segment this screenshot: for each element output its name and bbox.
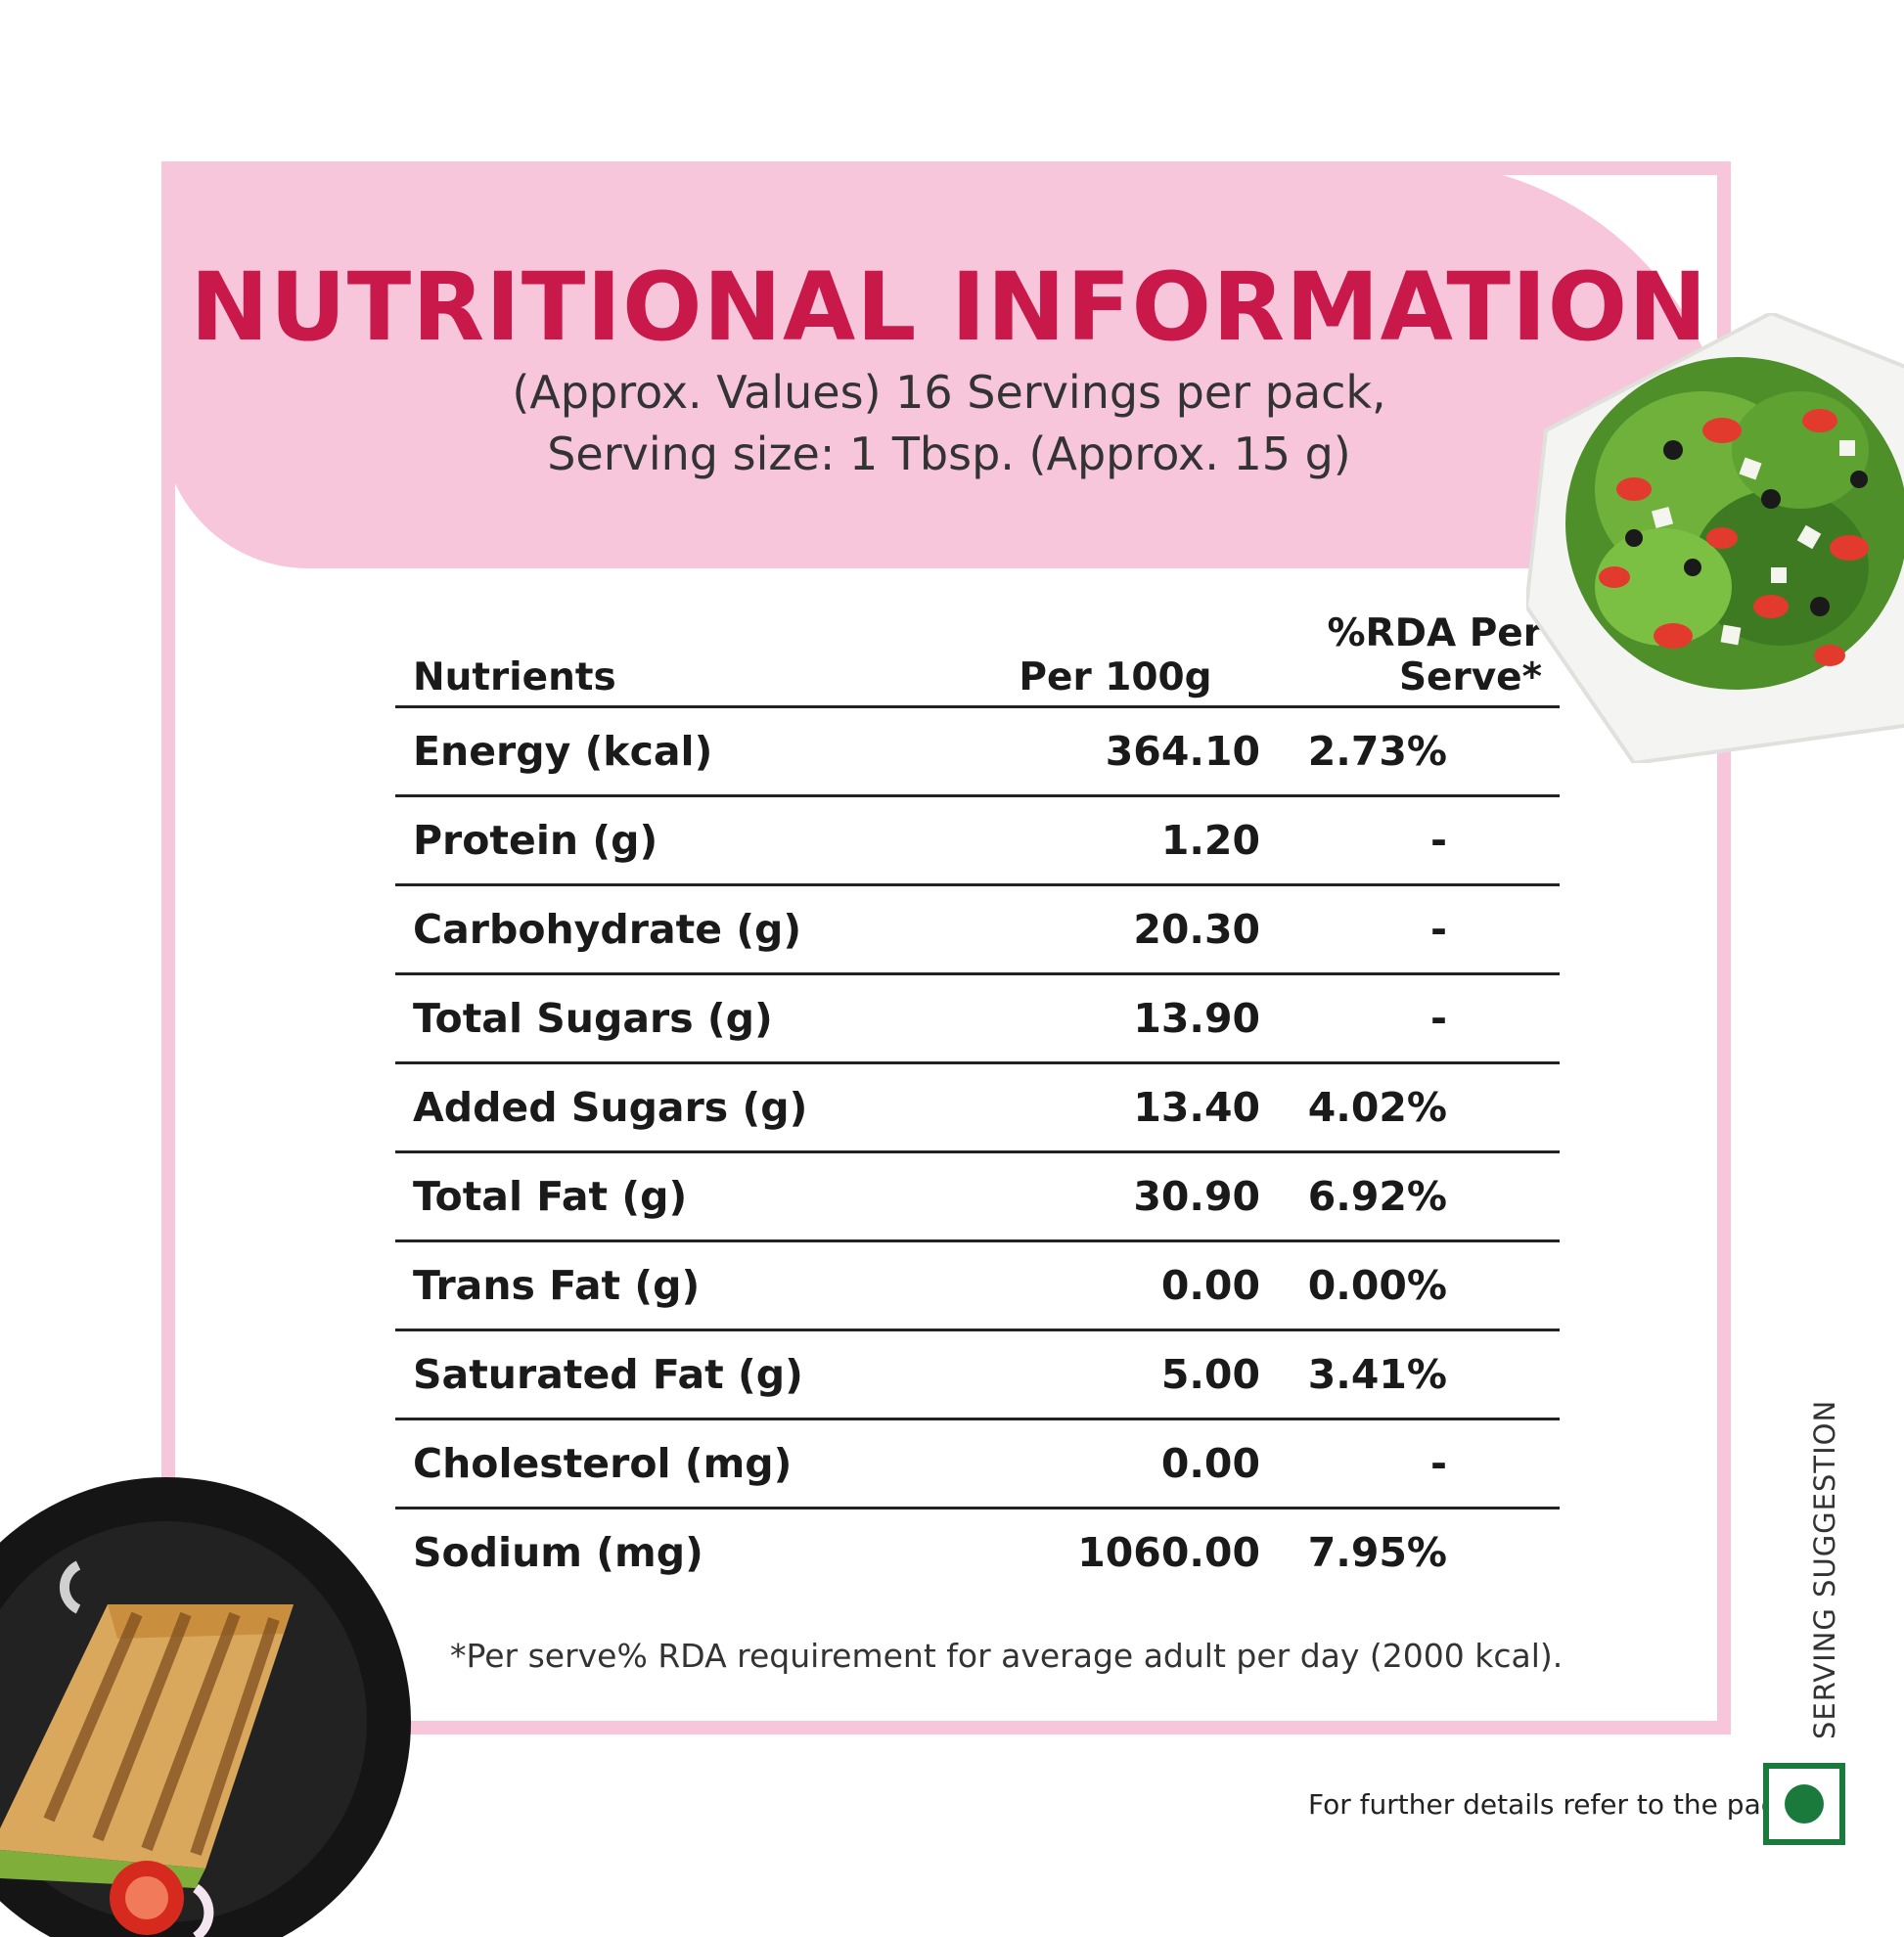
table-row: Total Fat (g) 30.90 6.92% [395, 1151, 1560, 1242]
rda-value: - [1260, 884, 1560, 975]
nutrient-name: Added Sugars (g) [395, 1062, 873, 1153]
nutrient-name: Cholesterol (mg) [395, 1419, 873, 1509]
rda-value: - [1260, 795, 1560, 886]
subtitle-servings: (Approx. Values) 16 Servings per pack, [512, 366, 1386, 419]
per-100g-value: 0.00 [873, 1240, 1260, 1331]
per-100g-value: 1060.00 [1077, 1529, 1260, 1576]
nutrient-name: Trans Fat (g) [395, 1240, 873, 1331]
table-header-row: Nutrients Per 100g %RDA Per Serve* [395, 611, 1560, 708]
rda-value: 4.02% [1260, 1062, 1560, 1153]
header-per-100g: Per 100g [873, 611, 1260, 708]
per-100g-value: 5.00 [873, 1329, 1260, 1420]
serving-suggestion-label: SERVING SUGGESTION [1808, 1399, 1841, 1739]
rda-value: - [1260, 1419, 1560, 1509]
nutrition-table: Nutrients Per 100g %RDA Per Serve* Energ… [395, 611, 1560, 1596]
subtitle-serving-size: Serving size: 1 Tbsp. (Approx. 15 g) [547, 428, 1351, 480]
nutrient-name: Energy (kcal) [395, 706, 873, 797]
header-nutrients: Nutrients [395, 611, 873, 708]
per-100g-value: 1.20 [873, 795, 1260, 886]
table-row: Saturated Fat (g) 5.00 3.41% [395, 1329, 1560, 1420]
table-row: Trans Fat (g) 0.00 0.00% [395, 1240, 1560, 1331]
nutrient-name: Protein (g) [395, 795, 873, 886]
rda-value: 6.92% [1260, 1151, 1560, 1242]
per-100g-value: 13.90 [873, 973, 1260, 1064]
table-row: Sodium (mg) 1060.00 7.95% [395, 1509, 1560, 1597]
table-row: Protein (g) 1.20 - [395, 795, 1560, 886]
rda-value: 2.73% [1260, 706, 1560, 797]
further-details-note: For further details refer to the pack. [1308, 1788, 1801, 1821]
per-100g-value: 13.40 [873, 1062, 1260, 1153]
rda-value: 3.41% [1260, 1329, 1560, 1420]
sandwich-plate-image [0, 1477, 411, 1937]
table-row: Energy (kcal) 364.10 2.73% [395, 706, 1560, 797]
per-100g-value: 30.90 [873, 1151, 1260, 1242]
nutrient-name: Sodium (mg) [413, 1529, 703, 1576]
nutrient-name: Carbohydrate (g) [395, 884, 873, 975]
nutrient-name: Saturated Fat (g) [395, 1329, 873, 1420]
table-row: Cholesterol (mg) 0.00 - [395, 1419, 1560, 1509]
per-100g-value: 20.30 [873, 884, 1260, 975]
nutrient-name: Total Sugars (g) [395, 973, 873, 1064]
salad-bowl-image [1526, 313, 1904, 763]
table-row: Added Sugars (g) 13.40 4.02% [395, 1062, 1560, 1153]
rda-value: 7.95% [1307, 1529, 1447, 1576]
per-100g-value: 364.10 [873, 706, 1260, 797]
page-title: NUTRITIONAL INFORMATION [190, 252, 1708, 362]
table-row: Total Sugars (g) 13.90 - [395, 973, 1560, 1064]
rda-value: - [1260, 973, 1560, 1064]
header-background [161, 161, 1733, 568]
table-row: Carbohydrate (g) 20.30 - [395, 884, 1560, 975]
header-rda: %RDA Per Serve* [1260, 611, 1560, 708]
veg-symbol-icon [1763, 1763, 1845, 1845]
nutrient-name: Total Fat (g) [395, 1151, 873, 1242]
rda-footnote: *Per serve% RDA requirement for average … [450, 1637, 1564, 1675]
per-100g-value: 0.00 [873, 1419, 1260, 1509]
rda-value: 0.00% [1260, 1240, 1560, 1331]
